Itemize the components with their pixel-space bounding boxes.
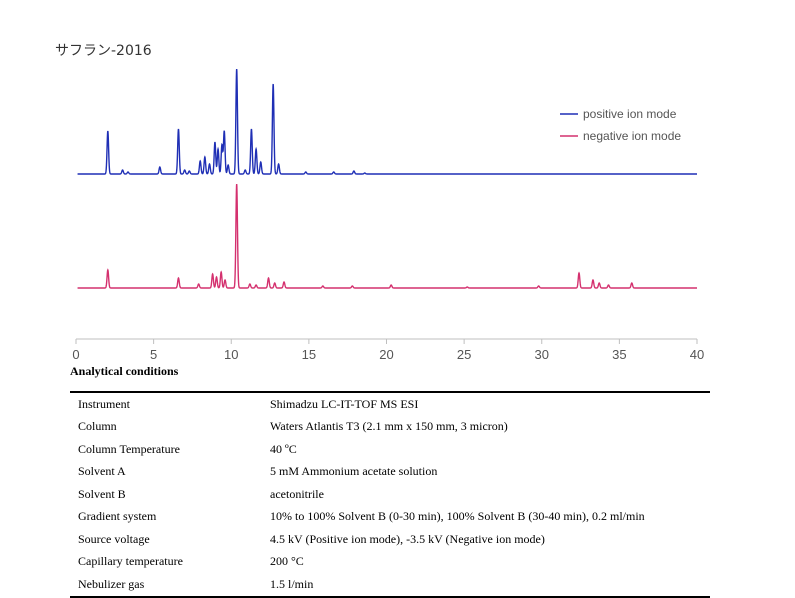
legend-label: positive ion mode — [583, 107, 677, 121]
conditions-title: Analytical conditions — [70, 364, 179, 378]
x-tick-label: 20 — [379, 347, 393, 362]
x-tick-label: 15 — [302, 347, 316, 362]
condition-value: acetonitrile — [270, 486, 324, 501]
condition-value: Shimadzu LC-IT-TOF MS ESI — [270, 396, 419, 411]
x-axis-ticks: 0 5 10 15 20 25 30 35 40 — [72, 339, 704, 362]
x-tick-label: 25 — [457, 347, 471, 362]
condition-label: Solvent B — [78, 486, 126, 501]
conditions-row: Solvent B acetonitrile — [70, 483, 710, 506]
chart-title: サフラン-2016 — [55, 43, 152, 59]
condition-label: Source voltage — [78, 531, 150, 546]
legend-label: negative ion mode — [583, 129, 681, 143]
conditions-row: Solvent A 5 mM Ammonium acetate solution — [70, 461, 710, 484]
conditions-row: Nebulizer gas 1.5 l/min — [70, 573, 710, 597]
condition-label: Nebulizer gas — [78, 576, 145, 591]
condition-label: Instrument — [78, 396, 130, 411]
condition-value: Waters Atlantis T3 (2.1 mm x 150 mm, 3 m… — [270, 419, 508, 434]
conditions-table: Instrument Shimadzu LC-IT-TOF MS ESI Colum… — [70, 391, 710, 598]
condition-value: 1.5 l/min — [270, 576, 314, 591]
x-tick-label: 40 — [690, 347, 704, 362]
x-tick-label: 10 — [224, 347, 238, 362]
conditions-row: Source voltage 4.5 kV (Positive ion mode)… — [70, 528, 710, 551]
conditions-row: Instrument Shimadzu LC-IT-TOF MS ESI — [70, 392, 710, 416]
x-tick-label: 5 — [150, 347, 157, 362]
conditions-row: Column Waters Atlantis T3 (2.1 mm x 150 m… — [70, 416, 710, 439]
condition-label: Solvent A — [78, 464, 126, 479]
condition-value: 5 mM Ammonium acetate solution — [270, 464, 438, 479]
condition-label: Capillary temperature — [78, 554, 183, 569]
chromatogram-chart: 0 5 10 15 20 25 30 35 40 positive ion mode negati… — [72, 68, 704, 362]
x-tick-label: 30 — [535, 347, 549, 362]
legend: positive ion mode negative ion mode — [560, 107, 681, 143]
condition-value: 10% to 100% Solvent B (0-30 min), 100% S… — [270, 509, 645, 524]
condition-value: 40 ºC — [270, 441, 297, 456]
condition-label: Gradient system — [78, 509, 157, 524]
series-trace-negative — [77, 183, 697, 289]
chromatogram-traces — [77, 68, 697, 289]
condition-label: Column Temperature — [78, 441, 180, 456]
conditions-row: Gradient system 10% to 100% Solvent B (0-… — [70, 506, 710, 529]
condition-value: 4.5 kV (Positive ion mode), -3.5 kV (Neg… — [270, 531, 545, 546]
x-tick-label: 0 — [72, 347, 79, 362]
conditions-row: Column Temperature 40 ºC — [70, 438, 710, 461]
condition-value: 200 °C — [270, 554, 304, 569]
series-trace-positive — [77, 68, 697, 175]
condition-label: Column — [78, 419, 117, 434]
conditions-row: Capillary temperature 200 °C — [70, 551, 710, 574]
x-tick-label: 35 — [612, 347, 626, 362]
